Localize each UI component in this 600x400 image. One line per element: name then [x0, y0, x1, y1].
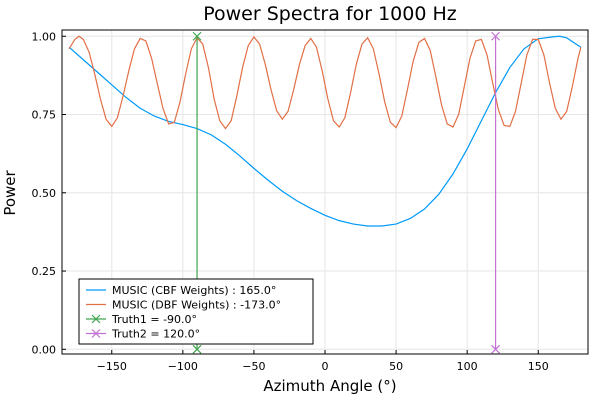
x-tick-label: −150	[97, 360, 127, 373]
x-tick-label: 0	[322, 360, 329, 373]
y-tick-label: 0.75	[32, 109, 57, 122]
legend-label: Truth2 = 120.0°	[111, 328, 200, 341]
legend-marker	[91, 314, 101, 324]
legend: MUSIC (CBF Weights) : 165.0° MUSIC (DBF W…	[78, 278, 314, 345]
legend-label: Truth1 = -90.0°	[111, 313, 197, 326]
legend-label: MUSIC (CBF Weights) : 165.0°	[112, 284, 276, 297]
legend-label: MUSIC (DBF Weights) : -173.0°	[112, 299, 281, 312]
chart-title: Power Spectra for 1000 Hz	[203, 3, 457, 25]
tick-labels: −150 −100 −50 0 50 100 150 0.00 0.25 0.50 0.75 1.00	[32, 30, 549, 373]
y-tick-label: 0.50	[32, 187, 57, 200]
series-4-marker	[491, 344, 501, 354]
x-tick-label: −50	[242, 360, 265, 373]
legend-entries: MUSIC (CBF Weights) : 165.0° MUSIC (DBF W…	[86, 284, 281, 341]
series-line-1	[68, 35, 582, 227]
x-tick-label: 100	[457, 360, 478, 373]
x-tick-label: 50	[389, 360, 403, 373]
legend-box	[78, 278, 314, 345]
y-tick-label: 0.00	[32, 343, 57, 356]
series-layer	[68, 31, 582, 354]
y-tick-label: 1.00	[32, 30, 57, 43]
x-axis-label: Azimuth Angle (°)	[263, 377, 396, 395]
x-tick-label: −100	[168, 360, 198, 373]
y-tick-label: 0.25	[32, 265, 57, 278]
legend-marker	[91, 329, 101, 338]
series-4-marker	[491, 31, 501, 41]
series-3-marker	[192, 344, 202, 354]
x-tick-label: 150	[528, 360, 549, 373]
series-3-marker	[192, 31, 202, 41]
grid	[62, 30, 588, 354]
series-line-2	[68, 35, 582, 130]
y-axis-label: Power	[1, 169, 19, 215]
